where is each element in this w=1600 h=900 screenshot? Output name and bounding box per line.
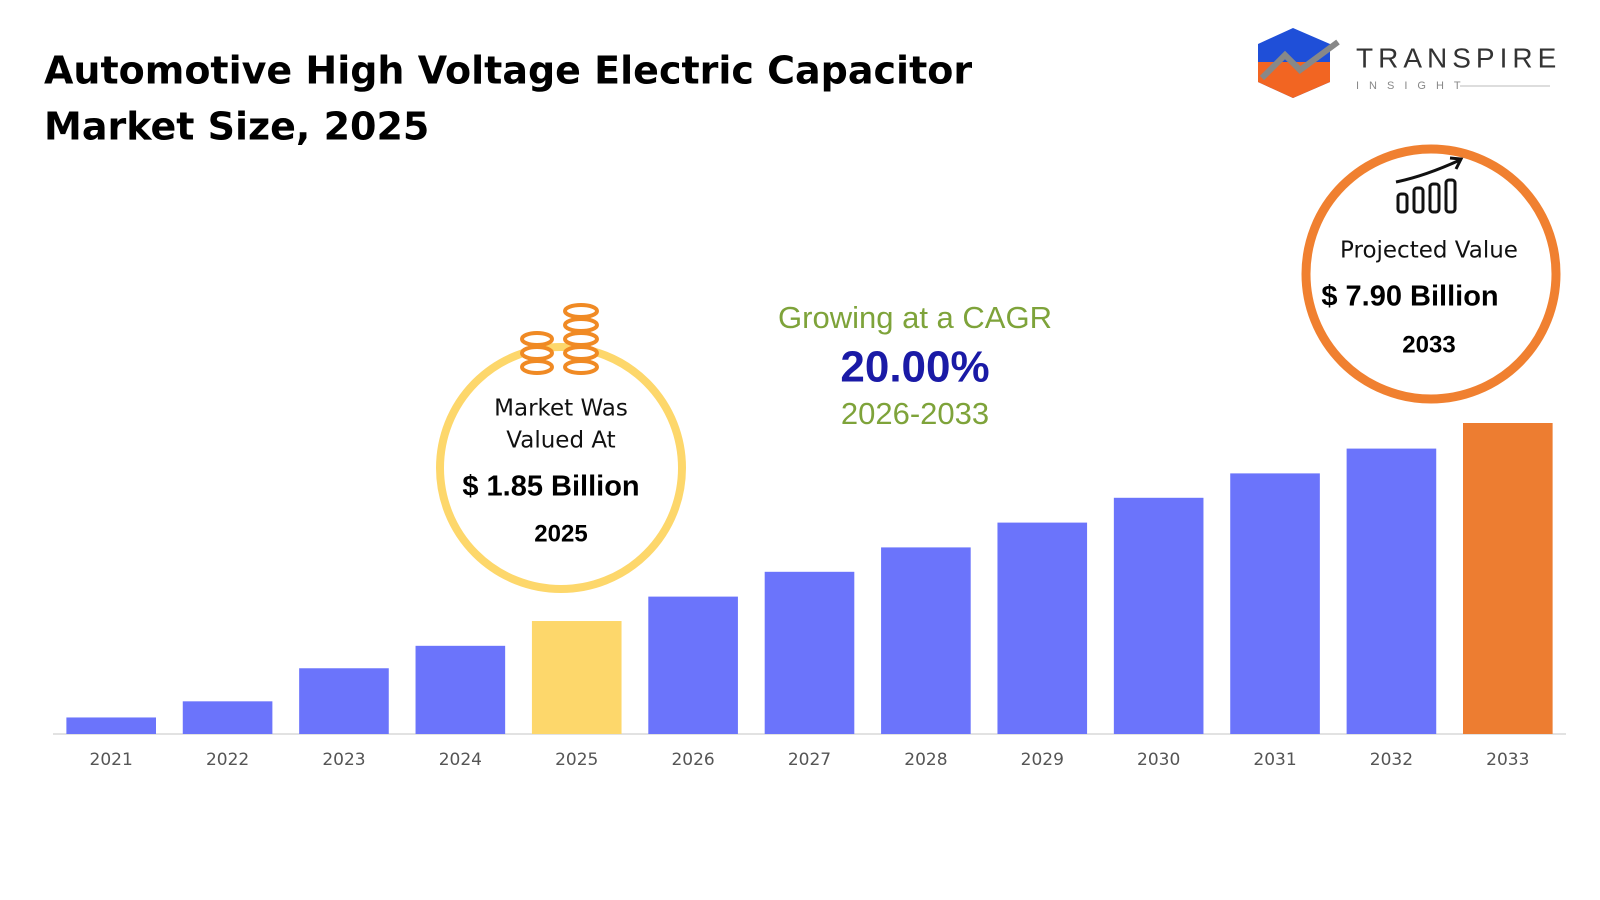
x-tick-label: 2029 [1021,750,1064,770]
x-tick-label: 2021 [90,750,133,770]
logo-arrow [1259,39,1340,81]
chart-title: Market Size, 2025 [44,105,429,149]
x-tick-label: 2031 [1253,750,1296,770]
chart-title: Automotive High Voltage Electric Capacit… [44,49,972,93]
cagr-period: 2026-2033 [841,396,989,431]
bar [531,621,622,734]
x-tick-label: 2032 [1370,750,1413,770]
bar [1230,473,1320,734]
x-tick-label: 2028 [904,750,947,770]
bar [997,522,1088,734]
logo-mark [1258,62,1330,98]
callout-text: Valued At [506,428,615,454]
bar [881,547,971,734]
callout-value: $ 1.85 Billion [462,471,639,503]
bar [66,717,157,734]
x-tick-label: 2022 [206,750,249,770]
cagr-rate: 20.00% [840,343,989,392]
callout-year: 2025 [534,520,587,547]
bar [1113,497,1204,734]
callout-circle [1301,144,1561,404]
logo-sub: INSIGHT [1356,80,1471,92]
bar [1462,423,1553,734]
bar [182,701,273,734]
bar [415,645,506,734]
x-tick-label: 2030 [1137,750,1180,770]
growth-icon [1395,156,1464,214]
x-tick-label: 2024 [439,750,482,770]
bar [648,596,738,734]
callout-value: $ 7.90 Billion [1321,281,1498,313]
callout-circle [436,343,686,593]
callout-year: 2033 [1402,331,1455,358]
x-tick-label: 2027 [788,750,831,770]
logo-name: TRANSPIRE [1356,42,1561,73]
bar [1346,448,1437,734]
coins-icon [520,303,599,375]
cagr-intro: Growing at a CAGR [778,300,1052,335]
x-tick-label: 2026 [671,750,714,770]
x-tick-label: 2033 [1486,750,1529,770]
x-tick-label: 2023 [322,750,365,770]
bar [764,571,855,734]
bar [299,668,389,734]
callout-text: Market Was [494,396,628,422]
logo: TRANSPIRE INSIGHT [1258,28,1561,98]
x-tick-label: 2025 [555,750,598,770]
plot: 2021 2022 2023 2024 2025 2026 2027 2028 2029 2030… [66,423,1553,770]
callout-text: Projected Value [1340,238,1518,264]
